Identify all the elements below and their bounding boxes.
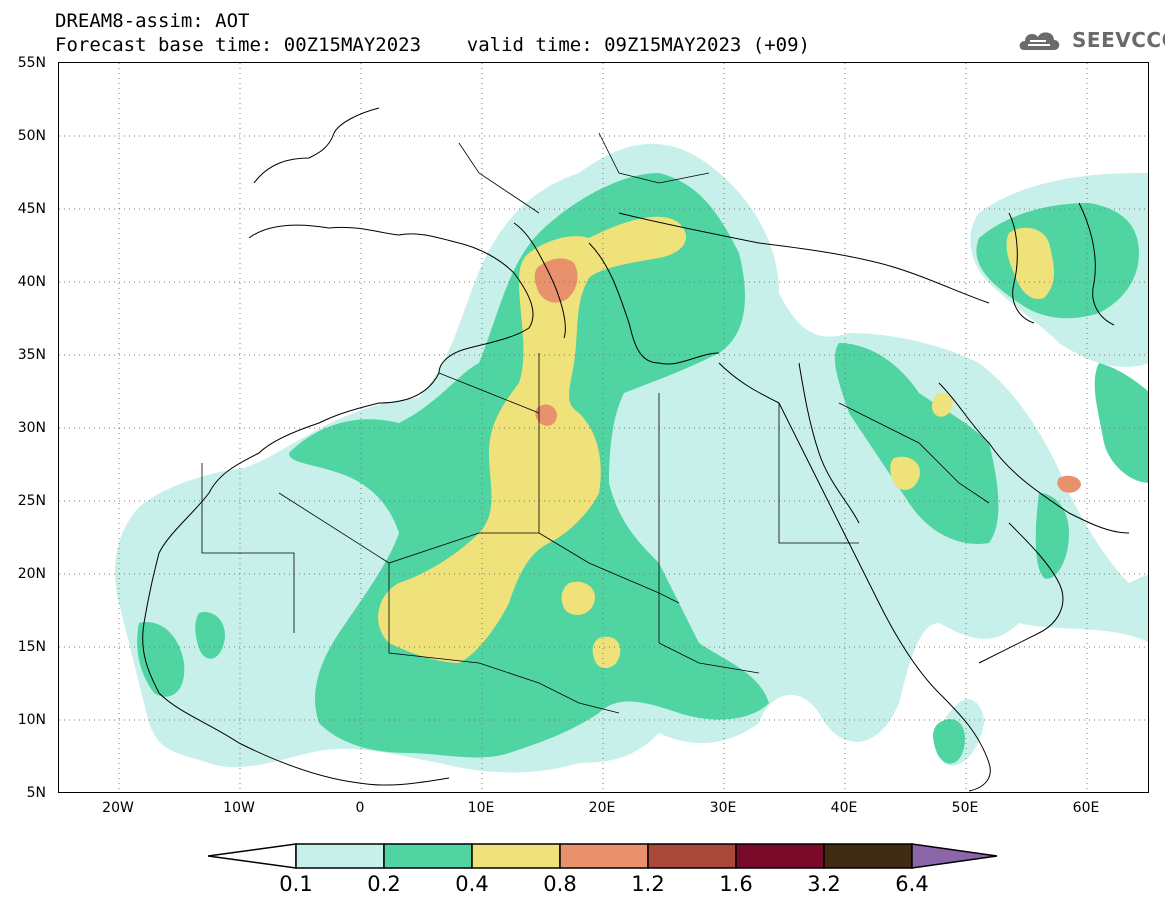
colorbar-segment-below: [208, 843, 297, 869]
aot-map: [58, 62, 1149, 793]
aot-layer-0.4: [378, 216, 1054, 669]
lat-label-35n: 35N: [17, 347, 46, 363]
lon-label-10e: 10E: [467, 800, 495, 816]
colorbar-segment-0.8: [559, 843, 649, 869]
lon-label-30e: 30E: [709, 800, 737, 816]
colorbar-segment-0.2: [383, 843, 473, 869]
lon-label-20w: 20W: [102, 800, 134, 816]
colorbar-segment-1.2: [647, 843, 737, 869]
forecast-time-subtitle: Forecast base time: 00Z15MAY2023 valid t…: [55, 34, 810, 56]
lon-label-50e: 50E: [951, 800, 979, 816]
lon-label-20e: 20E: [588, 800, 616, 816]
colorbar-segment-0.1: [295, 843, 385, 869]
lon-label-40e: 40E: [830, 800, 858, 816]
colorbar-segment-1.6: [735, 843, 825, 869]
map-canvas: [59, 63, 1148, 792]
aot-colorbar: [208, 843, 998, 869]
cloud-logo-icon: [1019, 32, 1060, 50]
lat-label-5n: 5N: [26, 785, 46, 801]
lat-label-45n: 45N: [17, 201, 46, 217]
colorbar-segment-3.2: [823, 843, 913, 869]
colorbar-label-1.6: 1.6: [719, 872, 753, 896]
colorbar-label-0.2: 0.2: [367, 872, 401, 896]
colorbar-label-0.4: 0.4: [455, 872, 489, 896]
lat-label-25n: 25N: [17, 493, 46, 509]
lat-label-50n: 50N: [17, 128, 46, 144]
lat-lon-grid: [59, 63, 1148, 792]
lat-label-10n: 10N: [17, 712, 46, 728]
lat-label-15n: 15N: [17, 639, 46, 655]
aot-layer-0.8: [534, 258, 1081, 493]
lat-label-30n: 30N: [17, 420, 46, 436]
colorbar-label-1.2: 1.2: [631, 872, 665, 896]
colorbar-label-3.2: 3.2: [807, 872, 841, 896]
colorbar-label-0.1: 0.1: [279, 872, 313, 896]
colorbar-label-0.8: 0.8: [543, 872, 577, 896]
lon-label-60e: 60E: [1072, 800, 1100, 816]
lat-label-55n: 55N: [17, 55, 46, 71]
colorbar-label-6.4: 6.4: [895, 872, 929, 896]
lat-label-40n: 40N: [17, 274, 46, 290]
lon-label-10w: 10W: [223, 800, 255, 816]
country-borders: [201, 132, 990, 714]
lat-label-20n: 20N: [17, 566, 46, 582]
colorbar-segment-6.4: [911, 843, 998, 869]
map-title: DREAM8-assim: AOT: [55, 10, 250, 32]
lon-label-0: 0: [355, 800, 365, 816]
brand-logo-text: SEEVCCC: [1072, 28, 1165, 52]
colorbar-segment-0.4: [471, 843, 561, 869]
